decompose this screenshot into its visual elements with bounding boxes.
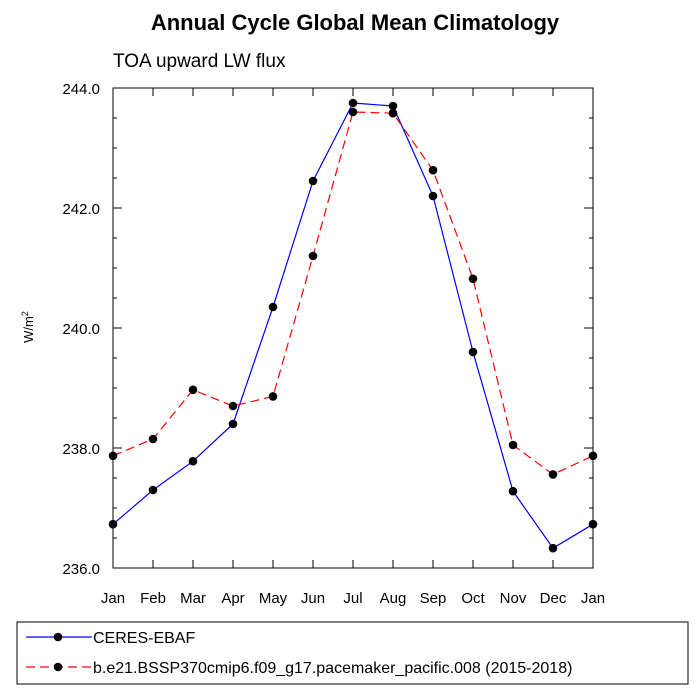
x-tick-label: Nov xyxy=(500,590,527,607)
series-2-point xyxy=(548,470,558,479)
series-2-point xyxy=(308,251,318,261)
x-tick-label: May xyxy=(259,590,288,607)
y-axis-label: W/m2 xyxy=(20,311,36,343)
chart-title: Annual Cycle Global Mean Climatology xyxy=(151,10,560,35)
series-2-point xyxy=(348,107,358,117)
series-line-2 xyxy=(112,111,594,476)
legend-marker-2 xyxy=(53,662,63,672)
series-1-point xyxy=(228,419,238,429)
series-2-point xyxy=(508,440,518,450)
x-tick-label: Feb xyxy=(140,590,166,607)
series-1-point xyxy=(348,98,358,108)
series-2-point xyxy=(468,274,478,284)
series-1-point xyxy=(308,176,318,186)
series-2-point xyxy=(388,108,398,118)
x-tick-label: Apr xyxy=(221,590,244,607)
y-tick-label: 240.0 xyxy=(62,321,100,338)
y-axis-label-superscript: 2 xyxy=(20,311,30,316)
series-1-point xyxy=(468,347,478,357)
series-1-point xyxy=(268,302,278,312)
series-1-point xyxy=(388,101,398,111)
x-tick-label: Jan xyxy=(581,590,605,607)
x-tick-label: Mar xyxy=(180,590,206,607)
series-2-point xyxy=(228,401,238,411)
series-1-point xyxy=(588,519,598,529)
legend-marker-1 xyxy=(53,632,63,642)
legend-box xyxy=(16,621,689,685)
series-1-point xyxy=(108,519,118,529)
series-2-point xyxy=(428,165,438,175)
x-tick-label: Sep xyxy=(420,590,447,607)
series-1-point xyxy=(428,191,438,201)
x-axis: Jan Feb Mar Apr May Jun Jul Aug Sep Oct Nov Dec Jan xyxy=(101,88,605,607)
series-1-point xyxy=(148,485,158,495)
y-axis: 236.0 238.0 240.0 242.0 244.0 xyxy=(62,81,593,578)
series-2-point xyxy=(188,385,198,395)
legend-label-2: b.e21.BSSP370cmip6.f09_g17.pacemaker_pac… xyxy=(93,660,572,677)
series-1-point xyxy=(548,543,558,553)
series-1-point xyxy=(508,486,518,496)
x-tick-label: Jun xyxy=(301,590,325,607)
y-tick-label: 238.0 xyxy=(62,441,100,458)
legend-label-1: CERES-EBAF xyxy=(93,630,195,647)
series-2-point xyxy=(268,392,278,401)
y-tick-label: 236.0 xyxy=(62,561,100,578)
y-tick-label: 242.0 xyxy=(62,201,100,218)
y-tick-label: 244.0 xyxy=(62,81,100,98)
series-layer xyxy=(108,98,598,553)
x-tick-label: Jul xyxy=(343,590,362,607)
series-2-point xyxy=(108,451,118,461)
x-tick-label: Aug xyxy=(380,590,407,607)
x-tick-label: Jan xyxy=(101,590,125,607)
plot-frame xyxy=(112,87,594,569)
x-tick-label: Oct xyxy=(461,590,485,607)
series-2-point xyxy=(148,434,158,444)
series-2-point xyxy=(588,451,598,461)
series-line-1 xyxy=(112,102,594,550)
legend: CERES-EBAF b.e21.BSSP370cmip6.f09_g17.pac… xyxy=(26,630,572,677)
series-1-point xyxy=(188,456,198,466)
chart-subtitle: TOA upward LW flux xyxy=(113,51,286,72)
x-tick-label: Dec xyxy=(540,590,567,607)
